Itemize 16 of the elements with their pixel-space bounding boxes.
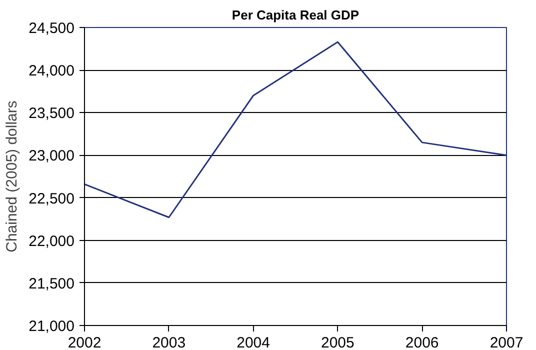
- y-tick-label: 23,000: [28, 148, 75, 165]
- y-tick-label: 24,000: [28, 62, 75, 80]
- x-tick-label: 2007: [490, 334, 524, 350]
- chart-title: Per Capita Real GDP: [232, 8, 360, 22]
- y-tick-label: 22,000: [28, 232, 75, 250]
- y-tick-label: 21,500: [28, 275, 75, 292]
- x-tick-label: 2002: [68, 334, 102, 350]
- x-tick-label: 2003: [152, 334, 186, 350]
- x-tick-label: 2004: [236, 334, 270, 350]
- y-axis-title: Chained (2005) dollars: [4, 100, 21, 252]
- x-tick-label: 2005: [321, 334, 354, 350]
- y-tick-label: 22,500: [28, 190, 75, 208]
- y-tick-label: 24,500: [28, 20, 75, 37]
- y-tick-label: 21,000: [28, 318, 75, 335]
- y-tick-label: 23,500: [28, 105, 75, 122]
- x-tick-label: 2006: [405, 334, 439, 350]
